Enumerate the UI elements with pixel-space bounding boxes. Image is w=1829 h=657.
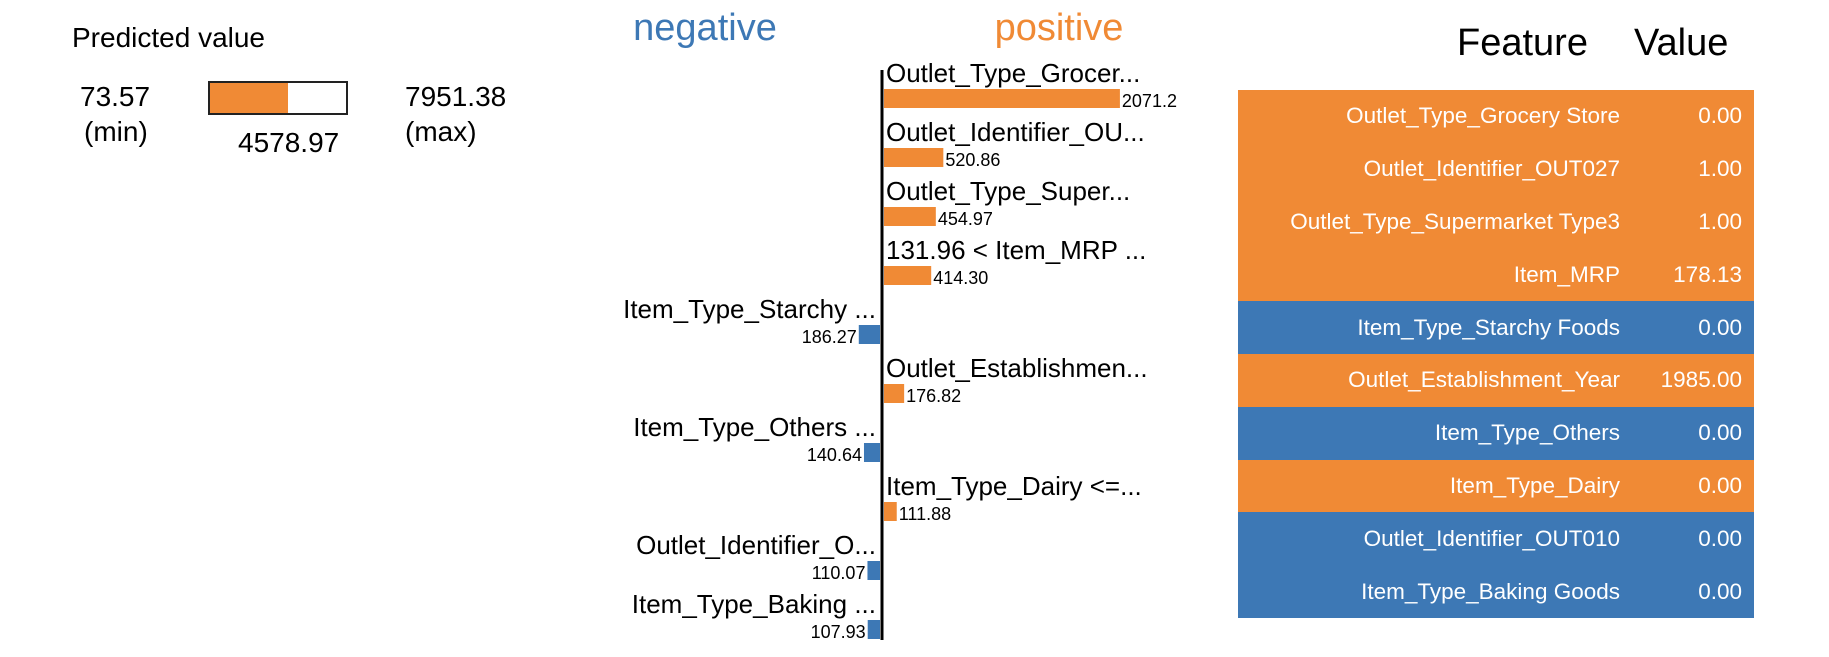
table-cell-value: 0.00 bbox=[1698, 525, 1742, 551]
predicted-max-label: (max) bbox=[405, 116, 477, 147]
bar-label-4: Item_Type_Starchy ... bbox=[623, 294, 876, 324]
table-cell-value: 0.00 bbox=[1698, 314, 1742, 340]
table-cell-value: 1985.00 bbox=[1660, 367, 1742, 393]
predicted-value-fill bbox=[210, 83, 288, 113]
table-cell-feature: Outlet_Type_Grocery Store bbox=[1346, 103, 1620, 129]
bar-2 bbox=[884, 207, 936, 226]
bar-label-5: Outlet_Establishmen... bbox=[886, 353, 1148, 383]
bar-value-9: 107.93 bbox=[811, 622, 866, 642]
table-cell-value: 178.13 bbox=[1673, 261, 1742, 287]
predicted-min-label: (min) bbox=[84, 116, 148, 147]
bar-value-7: 111.88 bbox=[899, 504, 951, 524]
table-cell-feature: Outlet_Identifier_OUT010 bbox=[1363, 525, 1620, 551]
table-cell-feature: Outlet_Establishment_Year bbox=[1348, 367, 1620, 393]
table-row: Outlet_Type_Supermarket Type3 1.00 bbox=[1238, 195, 1754, 249]
table-cell-value: 0.00 bbox=[1698, 420, 1742, 446]
bar-value-1: 520.86 bbox=[945, 150, 1000, 170]
table-cell-value: 1.00 bbox=[1698, 208, 1742, 234]
bar-label-6: Item_Type_Others ... bbox=[633, 412, 876, 442]
table-cell-feature: Item_Type_Others bbox=[1434, 420, 1620, 446]
table-cell-feature: Outlet_Identifier_OUT027 bbox=[1363, 156, 1620, 182]
bar-value-4: 186.27 bbox=[802, 327, 857, 347]
bar-1 bbox=[884, 148, 944, 167]
table-cell-value: 0.00 bbox=[1698, 578, 1742, 604]
table-row: Item_Type_Dairy 0.00 bbox=[1238, 459, 1754, 513]
table-row: Outlet_Establishment_Year 1985.00 bbox=[1238, 353, 1754, 407]
table-row: Outlet_Identifier_OUT010 0.00 bbox=[1238, 512, 1754, 566]
table-header-value: Value bbox=[1634, 22, 1729, 64]
table-cell-value: 1.00 bbox=[1698, 156, 1742, 182]
header-negative: negative bbox=[633, 7, 777, 49]
bar-7 bbox=[884, 502, 897, 521]
table-cell-feature: Item_Type_Baking Goods bbox=[1361, 578, 1620, 604]
table-row: Item_Type_Starchy Foods 0.00 bbox=[1238, 301, 1754, 354]
bar-8 bbox=[867, 561, 880, 580]
bar-5 bbox=[884, 384, 905, 403]
bar-4 bbox=[858, 325, 880, 344]
bar-0 bbox=[884, 89, 1120, 108]
table-cell-feature: Outlet_Type_Supermarket Type3 bbox=[1290, 208, 1620, 234]
bar-label-8: Outlet_Identifier_O... bbox=[636, 530, 876, 560]
header-positive: positive bbox=[995, 7, 1124, 49]
bar-3 bbox=[884, 266, 932, 285]
bar-label-0: Outlet_Type_Grocer... bbox=[886, 58, 1140, 88]
bar-label-2: Outlet_Type_Super... bbox=[886, 176, 1130, 206]
bar-label-1: Outlet_Identifier_OU... bbox=[886, 117, 1145, 147]
predicted-value-title: Predicted value bbox=[72, 22, 266, 53]
bar-9 bbox=[867, 620, 880, 639]
table-cell-feature: Item_Type_Starchy Foods bbox=[1357, 314, 1620, 340]
bar-value-6: 140.64 bbox=[807, 445, 862, 465]
table-header-feature: Feature bbox=[1457, 22, 1588, 64]
contribution-chart: negative positive Outlet_Type_Grocer... 207… bbox=[623, 7, 1177, 642]
table-row: Outlet_Identifier_OUT027 1.00 bbox=[1238, 142, 1754, 196]
table-row: Outlet_Type_Grocery Store 0.00 bbox=[1238, 90, 1754, 143]
predicted-value-number: 4578.97 bbox=[238, 127, 340, 158]
predicted-max-value: 7951.38 bbox=[405, 81, 507, 112]
bar-value-8: 110.07 bbox=[812, 563, 866, 583]
table-row: Item_Type_Baking Goods 0.00 bbox=[1238, 565, 1754, 618]
bar-6 bbox=[863, 443, 880, 462]
table-cell-value: 0.00 bbox=[1698, 103, 1742, 129]
bar-value-0: 2071.2 bbox=[1122, 91, 1177, 111]
bar-value-3: 414.30 bbox=[933, 268, 988, 288]
bar-label-3: 131.96 < Item_MRP ... bbox=[886, 235, 1146, 265]
bar-label-7: Item_Type_Dairy <=... bbox=[886, 471, 1142, 501]
predicted-min-value: 73.57 bbox=[80, 81, 151, 112]
table-row: Item_Type_Others 0.00 bbox=[1238, 406, 1754, 460]
table-cell-feature: Item_MRP bbox=[1513, 261, 1620, 287]
bar-value-5: 176.82 bbox=[906, 386, 961, 406]
predicted-value-bar bbox=[208, 81, 348, 115]
bar-value-2: 454.97 bbox=[938, 209, 993, 229]
table-cell-value: 0.00 bbox=[1698, 472, 1742, 498]
table-cell-feature: Item_Type_Dairy bbox=[1449, 472, 1620, 498]
bar-label-9: Item_Type_Baking ... bbox=[632, 589, 876, 619]
feature-value-table: Outlet_Type_Grocery Store 0.00 Outlet_Iden… bbox=[1238, 90, 1754, 618]
table-row: Item_MRP 178.13 bbox=[1238, 248, 1754, 302]
